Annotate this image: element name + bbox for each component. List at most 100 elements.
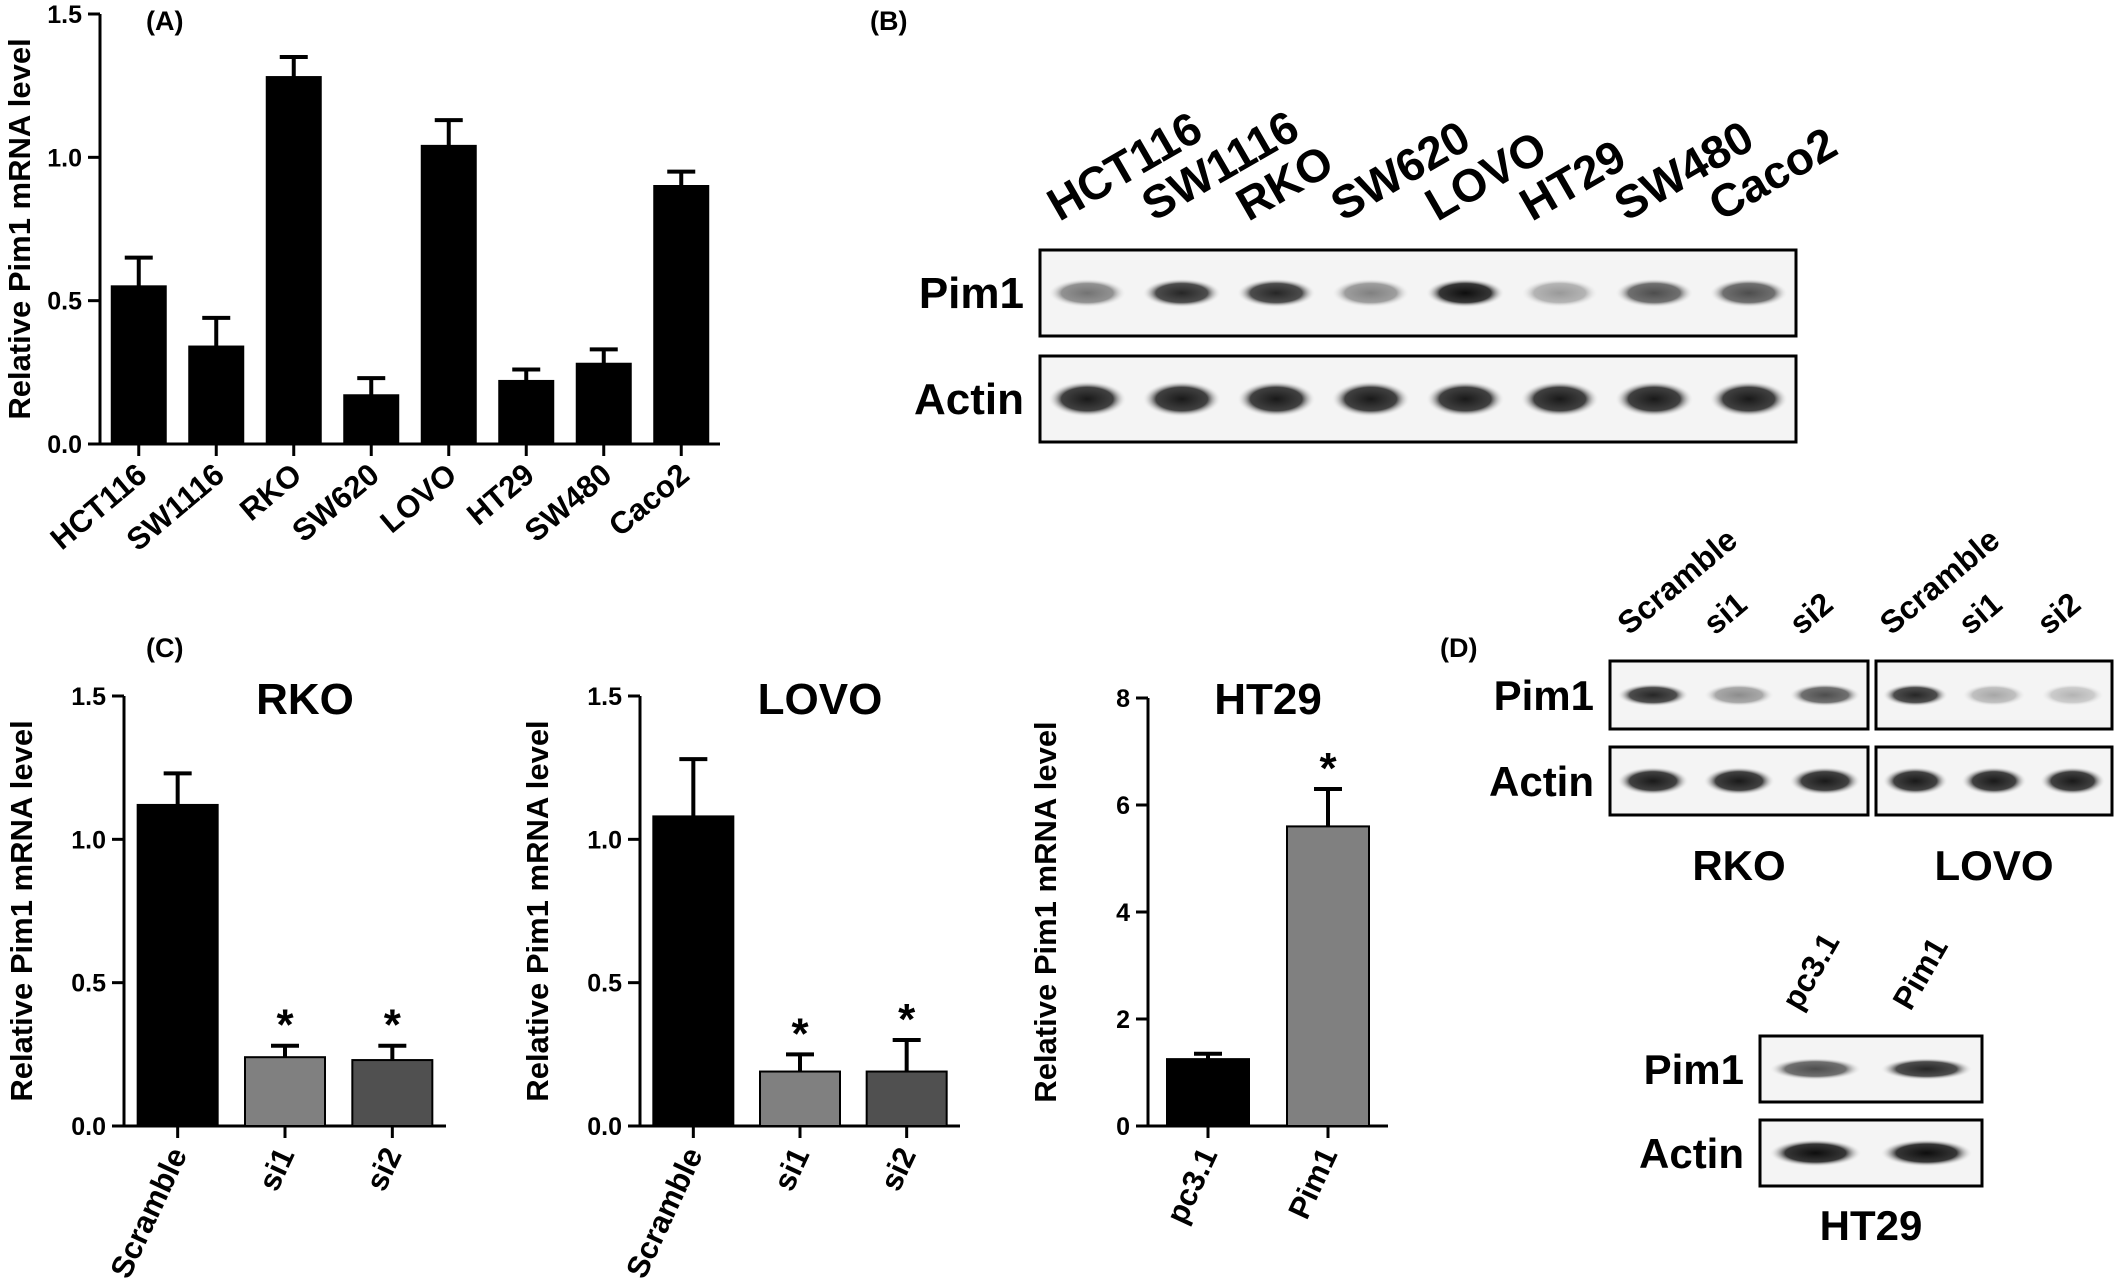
chart-title: RKO (256, 675, 354, 724)
actin-band (1709, 380, 1789, 418)
lane-label: si1 (1951, 585, 2008, 641)
chart-title: LOVO (758, 675, 883, 724)
bar (865, 1070, 948, 1127)
actin-band (1047, 380, 1127, 418)
actin-band (1768, 1139, 1863, 1167)
chart-c-rko: 0.0 0.5 1.0 1.5 Relative Pim1 mRNA level RKO S… (4, 675, 446, 1283)
category-label: Scramble (619, 1142, 710, 1283)
row-label: Actin (1639, 1130, 1744, 1177)
actin-band (1614, 380, 1694, 418)
panel-label-a: (A) (146, 6, 183, 36)
pim1-band (1882, 683, 1949, 707)
blot-d-ht29: pc3.1 Pim1 Pim1 Actin HT29 (1639, 927, 1984, 1249)
row-label: Actin (1489, 758, 1594, 805)
actin-band (1882, 766, 1949, 796)
significance-star: * (791, 1009, 809, 1058)
pim1-band (1768, 1057, 1863, 1081)
pim1-band (1520, 278, 1600, 308)
lane-label: pc3.1 (1774, 927, 1846, 1016)
category-label: Caco2 (602, 457, 696, 544)
category-label: pc3.1 (1159, 1142, 1224, 1229)
lane-label: Pim1 (1885, 931, 1954, 1015)
actin-band (1425, 380, 1505, 418)
pim1-band (1788, 683, 1862, 707)
y-tick-label: 1.0 (587, 826, 622, 854)
pim1-band (1331, 278, 1411, 308)
y-tick-label: 0.0 (47, 431, 82, 459)
actin-band (1616, 766, 1690, 796)
y-tick-label: 0.0 (587, 1113, 622, 1141)
y-tick-label: 1.5 (587, 683, 622, 711)
panel-label-c: (C) (146, 633, 183, 663)
bar (653, 185, 710, 445)
significance-star: * (1319, 744, 1337, 793)
category-label: Pim1 (1281, 1142, 1344, 1224)
chart-c-ht29: 0 2 4 6 8 Relative Pim1 mRNA level HT29 pc3.1 * P… (1028, 675, 1388, 1229)
significance-star: * (276, 1001, 294, 1050)
pim1-band (1047, 278, 1127, 308)
category-label: SW620 (285, 457, 385, 549)
y-axis-title: Relative Pim1 mRNA level (4, 720, 39, 1101)
y-tick-label: 4 (1116, 899, 1130, 927)
y-tick-label: 0 (1116, 1113, 1130, 1141)
y-tick-label: 1.5 (47, 1, 82, 29)
actin-band (1960, 766, 2028, 796)
row-label: Pim1 (1494, 672, 1594, 719)
actin-band (1142, 380, 1222, 418)
y-tick-label: 0.5 (587, 970, 622, 998)
chart-title: HT29 (1214, 675, 1322, 724)
row-label: Pim1 (919, 269, 1024, 318)
chart-c-lovo: 0.0 0.5 1.0 1.5 Relative Pim1 mRNA level LOVO… (520, 675, 960, 1283)
y-axis-title: Relative Pim1 mRNA level (1028, 721, 1063, 1102)
y-tick-label: 6 (1116, 792, 1130, 820)
pim1-band (1702, 683, 1776, 707)
significance-star: * (898, 995, 916, 1044)
actin-band (1879, 1139, 1974, 1167)
actin-band (1702, 766, 1776, 796)
bar (498, 379, 555, 445)
row-label: Pim1 (1644, 1046, 1744, 1093)
category-label: si1 (251, 1142, 301, 1196)
lane-label: si2 (1782, 585, 1839, 641)
y-tick-label: 0.0 (71, 1113, 106, 1141)
y-axis-title: Relative Pim1 mRNA level (520, 720, 555, 1101)
pim1-band (2039, 683, 2106, 707)
pim1-band (1236, 278, 1316, 308)
category-label: SW480 (518, 457, 618, 549)
cell-line-label: LOVO (1934, 842, 2053, 889)
bar (575, 362, 632, 446)
lane-label: si1 (1696, 585, 1753, 641)
y-axis-title: Relative Pim1 mRNA level (2, 38, 37, 419)
y-tick-label: 2 (1116, 1006, 1130, 1034)
pim1-band (1614, 278, 1694, 308)
category-label: si2 (873, 1142, 923, 1196)
bar (759, 1070, 841, 1127)
bar (351, 1059, 434, 1127)
significance-star: * (384, 1001, 402, 1050)
pim1-band (1616, 683, 1690, 707)
row-label: Actin (914, 375, 1024, 424)
y-tick-label: 1.0 (47, 144, 82, 172)
actin-band (2039, 766, 2106, 796)
y-tick-label: 1.5 (71, 683, 106, 711)
bar (420, 144, 477, 445)
category-label: si2 (359, 1142, 409, 1196)
bar (136, 803, 219, 1128)
panel-label-d: (D) (1440, 633, 1477, 663)
actin-band (1236, 380, 1316, 418)
pim1-band (1960, 683, 2028, 707)
y-tick-label: 0.5 (47, 288, 82, 316)
actin-band (1520, 380, 1600, 418)
bar (110, 285, 167, 446)
bar (244, 1056, 326, 1127)
pim1-band (1142, 278, 1222, 308)
category-label: LOVO (373, 457, 463, 540)
bar (188, 345, 245, 445)
bar (343, 394, 400, 445)
category-label: si1 (766, 1142, 816, 1196)
y-tick-label: 1.0 (71, 826, 106, 854)
blot-b: HCT116SW1116RKOSW620LOVOHT29SW480Caco2Pi… (914, 100, 1845, 444)
